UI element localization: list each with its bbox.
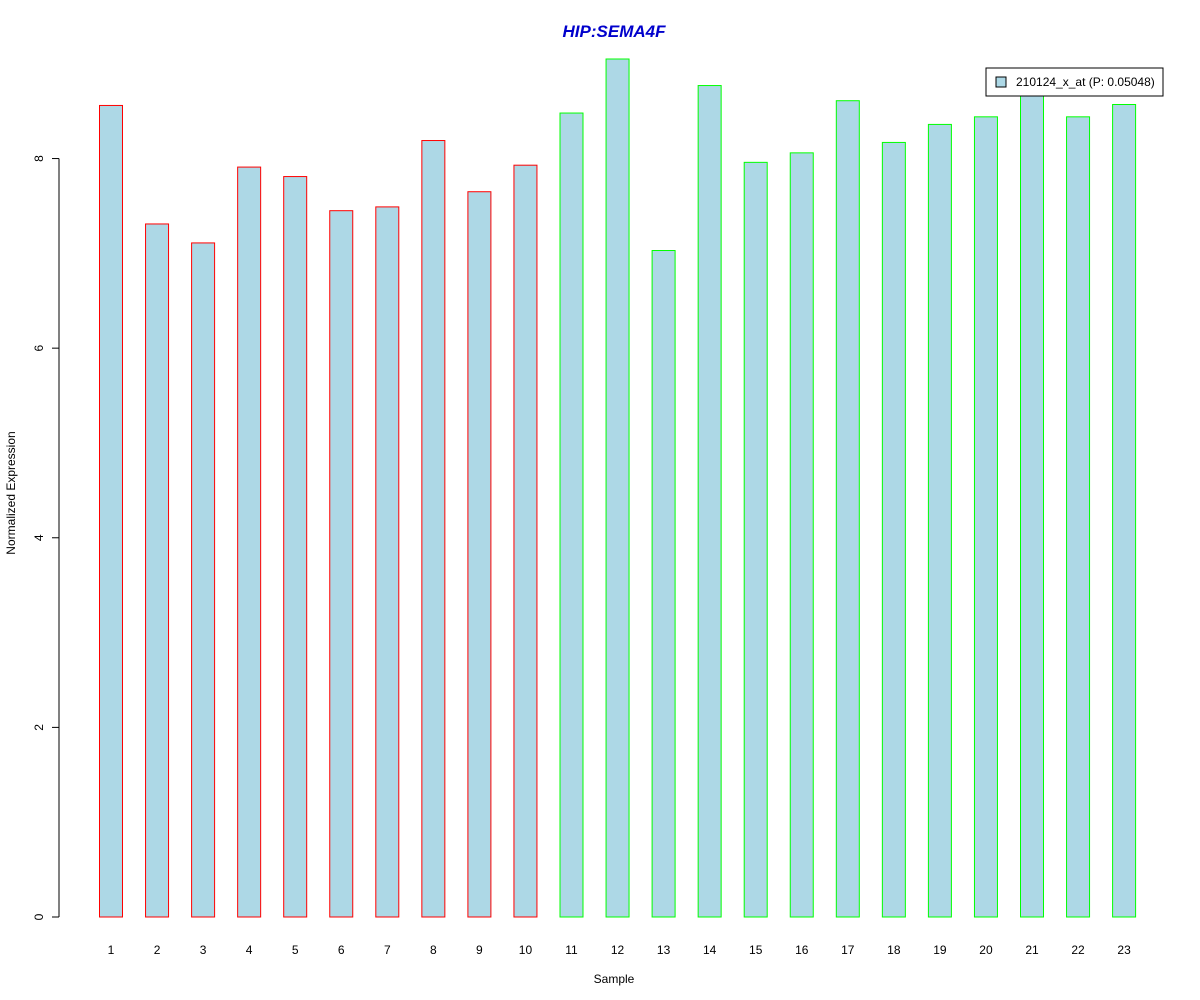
bar bbox=[513, 164, 538, 918]
x-tick-label: 12 bbox=[611, 943, 625, 957]
x-axis-title: Sample bbox=[594, 972, 635, 986]
y-tick-label: 0 bbox=[32, 913, 46, 920]
x-tick-label: 22 bbox=[1071, 943, 1085, 957]
legend-box bbox=[985, 67, 1164, 97]
x-tick-label: 23 bbox=[1117, 943, 1131, 957]
x-tick-label: 10 bbox=[519, 943, 533, 957]
y-tick-label: 8 bbox=[32, 155, 46, 162]
bar bbox=[145, 223, 170, 918]
x-tick-label: 20 bbox=[979, 943, 993, 957]
y-axis: 0 2 4 6 8 bbox=[32, 155, 60, 920]
bar bbox=[605, 58, 630, 918]
x-tick-label: 19 bbox=[933, 943, 947, 957]
y-tick-label: 4 bbox=[32, 534, 46, 541]
y-tick-label: 2 bbox=[32, 724, 46, 731]
x-tick-label: 3 bbox=[200, 943, 207, 957]
legend: 210124_x_at (P: 0.05048) bbox=[985, 67, 1164, 97]
x-tick-label: 15 bbox=[749, 943, 763, 957]
x-tick-label: 13 bbox=[657, 943, 671, 957]
bar bbox=[99, 104, 123, 918]
bars bbox=[99, 58, 1137, 918]
x-tick-label: 7 bbox=[384, 943, 391, 957]
x-tick-label: 1 bbox=[108, 943, 115, 957]
x-tick-label: 2 bbox=[154, 943, 161, 957]
x-tick-label: 14 bbox=[703, 943, 717, 957]
bar bbox=[927, 123, 952, 918]
bar bbox=[1112, 104, 1137, 918]
bar bbox=[237, 166, 262, 918]
y-axis-title: Normalized Expression bbox=[4, 431, 18, 554]
bar bbox=[191, 242, 216, 918]
bar bbox=[789, 152, 814, 918]
x-tick-label: 16 bbox=[795, 943, 809, 957]
bar bbox=[559, 112, 584, 918]
bar bbox=[697, 85, 722, 918]
x-tick-label: 9 bbox=[476, 943, 483, 957]
bar bbox=[283, 176, 308, 918]
x-tick-label: 8 bbox=[430, 943, 437, 957]
bar bbox=[467, 191, 492, 918]
x-axis-labels: 1 2 3 4 5 6 7 8 9 10 11 12 13 14 15 16 17 18 19 20 21 22 23 bbox=[108, 943, 1131, 957]
x-tick-label: 11 bbox=[565, 943, 578, 957]
legend-swatch bbox=[995, 76, 1007, 88]
legend-label: 210124_x_at (P: 0.05048) bbox=[1016, 75, 1155, 89]
x-tick-label: 5 bbox=[292, 943, 299, 957]
bar bbox=[375, 206, 400, 918]
bar bbox=[421, 140, 446, 918]
x-tick-label: 6 bbox=[338, 943, 345, 957]
y-tick-label: 6 bbox=[32, 345, 46, 352]
bar bbox=[835, 100, 860, 918]
bar bbox=[881, 141, 906, 918]
bar bbox=[651, 250, 676, 918]
x-tick-label: 4 bbox=[246, 943, 253, 957]
bar bbox=[1066, 116, 1091, 918]
x-tick-label: 18 bbox=[887, 943, 901, 957]
bar bbox=[743, 161, 768, 918]
chart-title: HIP:SEMA4F bbox=[563, 22, 667, 41]
x-tick-label: 17 bbox=[841, 943, 855, 957]
bar bbox=[973, 116, 998, 918]
bar bbox=[329, 210, 354, 918]
x-tick-label: 21 bbox=[1025, 943, 1039, 957]
bar bbox=[1020, 91, 1044, 918]
